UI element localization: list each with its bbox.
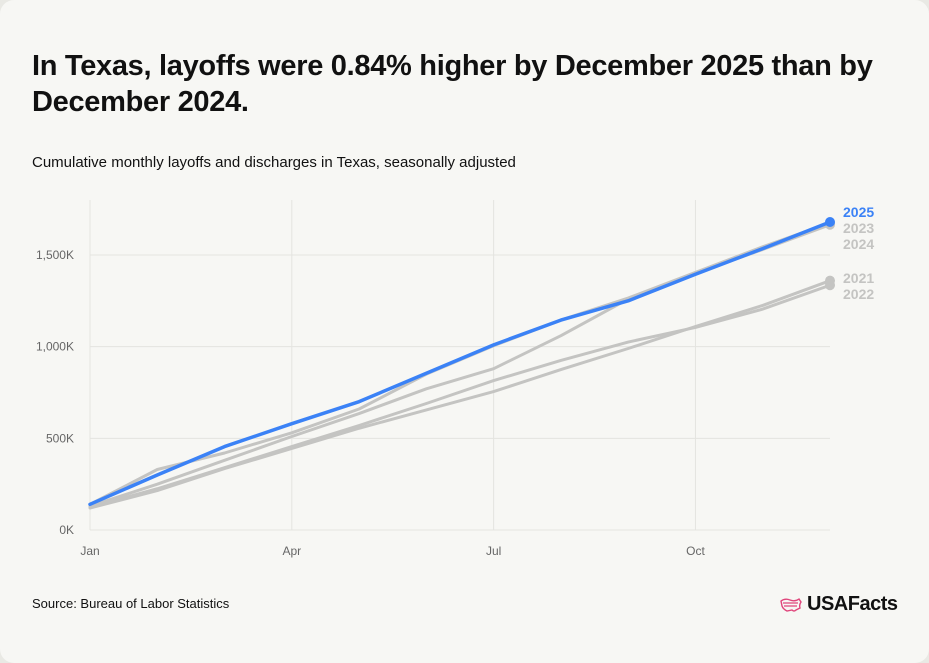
series-end-point-2022 — [825, 280, 835, 291]
source-note: Source: Bureau of Labor Statistics — [32, 596, 230, 611]
y-tick-label: 500K — [46, 431, 74, 445]
x-tick-label: Oct — [686, 544, 705, 558]
y-tick-label: 0K — [59, 523, 74, 537]
y-tick-label: 1,000K — [36, 340, 74, 354]
series-label-2022: 2022 — [843, 286, 874, 302]
chart-title: In Texas, layoffs were 0.84% higher by D… — [32, 50, 873, 118]
series-label-2025: 2025 — [843, 204, 874, 220]
logo-text: USAFacts — [807, 593, 898, 615]
series-label-2021: 2021 — [843, 270, 874, 286]
series-line-2022 — [88, 283, 832, 509]
chart-subtitle: Cumulative monthly layoffs and discharge… — [32, 154, 516, 171]
y-tick-label: 1,500K — [36, 248, 74, 262]
usafacts-logo: USAFacts — [779, 593, 898, 616]
x-tick-label: Jan — [80, 544, 99, 558]
us-map-logo-icon — [780, 597, 802, 612]
series-line-2025 — [88, 220, 832, 507]
series-label-2024: 2024 — [843, 236, 874, 252]
x-tick-label: Apr — [282, 544, 301, 558]
series-label-2023: 2023 — [843, 220, 874, 236]
series-end-point-2025 — [825, 217, 835, 227]
x-tick-label: Jul — [486, 544, 501, 558]
